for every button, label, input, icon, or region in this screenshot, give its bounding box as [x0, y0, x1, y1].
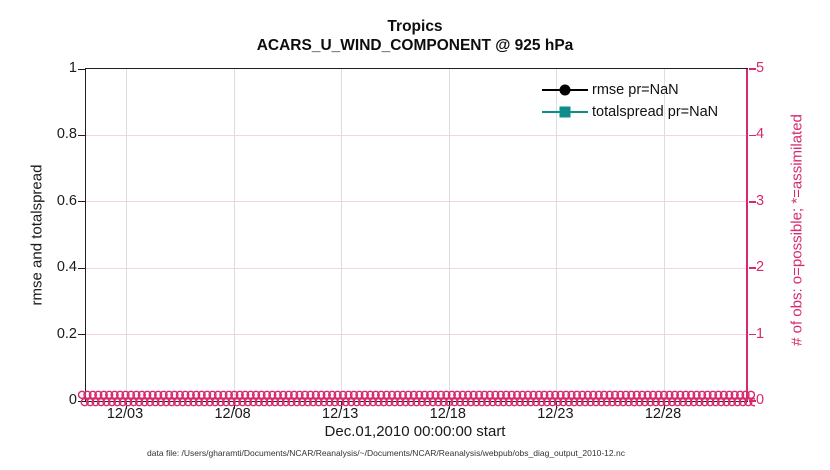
- y-gridline: [86, 201, 747, 203]
- y-gridline: [86, 267, 747, 269]
- right-tick-mark: [749, 201, 756, 203]
- obs-marker-band: [78, 390, 755, 407]
- right-tick-label: 0: [756, 392, 765, 408]
- y-gridline: [86, 334, 747, 336]
- y-gridline: [86, 134, 747, 136]
- x-gridline: [233, 69, 235, 401]
- x-tick-label: 12/18: [429, 406, 466, 422]
- x-axis-label: Dec.01,2010 00:00:00 start: [324, 423, 506, 440]
- legend-item: totalspread pr=NaN: [542, 101, 718, 123]
- legend-item: rmse pr=NaN: [542, 79, 718, 101]
- left-axis-label: rmse and totalspread: [28, 164, 46, 306]
- left-tick-mark: [78, 68, 85, 70]
- right-axis-line: [746, 69, 748, 401]
- right-tick-label: 1: [756, 325, 765, 342]
- x-gridline: [126, 69, 127, 401]
- x-gridline: [664, 69, 665, 401]
- right-tick-mark: [749, 333, 756, 336]
- left-tick-label: 0.6: [56, 192, 77, 209]
- left-tick-mark: [78, 267, 85, 269]
- right-axis-label: # of obs: o=possible; *=assimilated: [788, 114, 806, 346]
- data-file-path: data file: /Users/gharamti/Documents/NCA…: [147, 448, 625, 458]
- right-tick-label: 2: [756, 259, 765, 276]
- x-tick-label: 12/08: [214, 406, 251, 422]
- left-tick-label: 0: [68, 392, 77, 408]
- left-tick-label: 0.8: [56, 126, 77, 143]
- x-tick-label: 12/23: [537, 406, 574, 422]
- left-tick-mark: [78, 201, 85, 203]
- right-tick-label: 3: [756, 192, 765, 209]
- right-tick-mark: [749, 68, 756, 70]
- x-tick-label: 12/13: [322, 406, 359, 422]
- legend-circle-marker: [559, 84, 571, 96]
- right-tick-mark: [749, 267, 756, 269]
- legend: rmse pr=NaN totalspread pr=NaN: [542, 79, 718, 123]
- x-gridline: [556, 69, 558, 401]
- chart-subtitle: ACARS_U_WIND_COMPONENT @ 925 hPa: [256, 37, 574, 54]
- left-tick-label: 0.2: [56, 325, 77, 342]
- right-tick-mark: [749, 134, 756, 137]
- left-tick-label: 0.4: [56, 259, 77, 276]
- x-tick-label: 12/28: [644, 406, 682, 422]
- x-tick-label: 12/03: [106, 406, 144, 422]
- legend-square-marker: [559, 106, 571, 118]
- left-tick-label: 1: [68, 60, 77, 76]
- right-tick-mark: [749, 400, 756, 402]
- plot-area: rmse pr=NaN totalspread pr=NaN: [78, 68, 756, 409]
- legend-label: rmse pr=NaN: [592, 82, 679, 98]
- left-tick-mark: [78, 134, 85, 136]
- x-gridline: [448, 69, 450, 401]
- right-tick-label: 4: [756, 126, 765, 143]
- legend-label: totalspread pr=NaN: [592, 104, 719, 120]
- x-gridline: [341, 69, 343, 401]
- right-tick-label: 5: [756, 60, 765, 76]
- left-tick-mark: [78, 334, 85, 336]
- legend-line: [542, 106, 588, 118]
- chart-title: Tropics: [387, 18, 443, 35]
- legend-line: [542, 84, 588, 96]
